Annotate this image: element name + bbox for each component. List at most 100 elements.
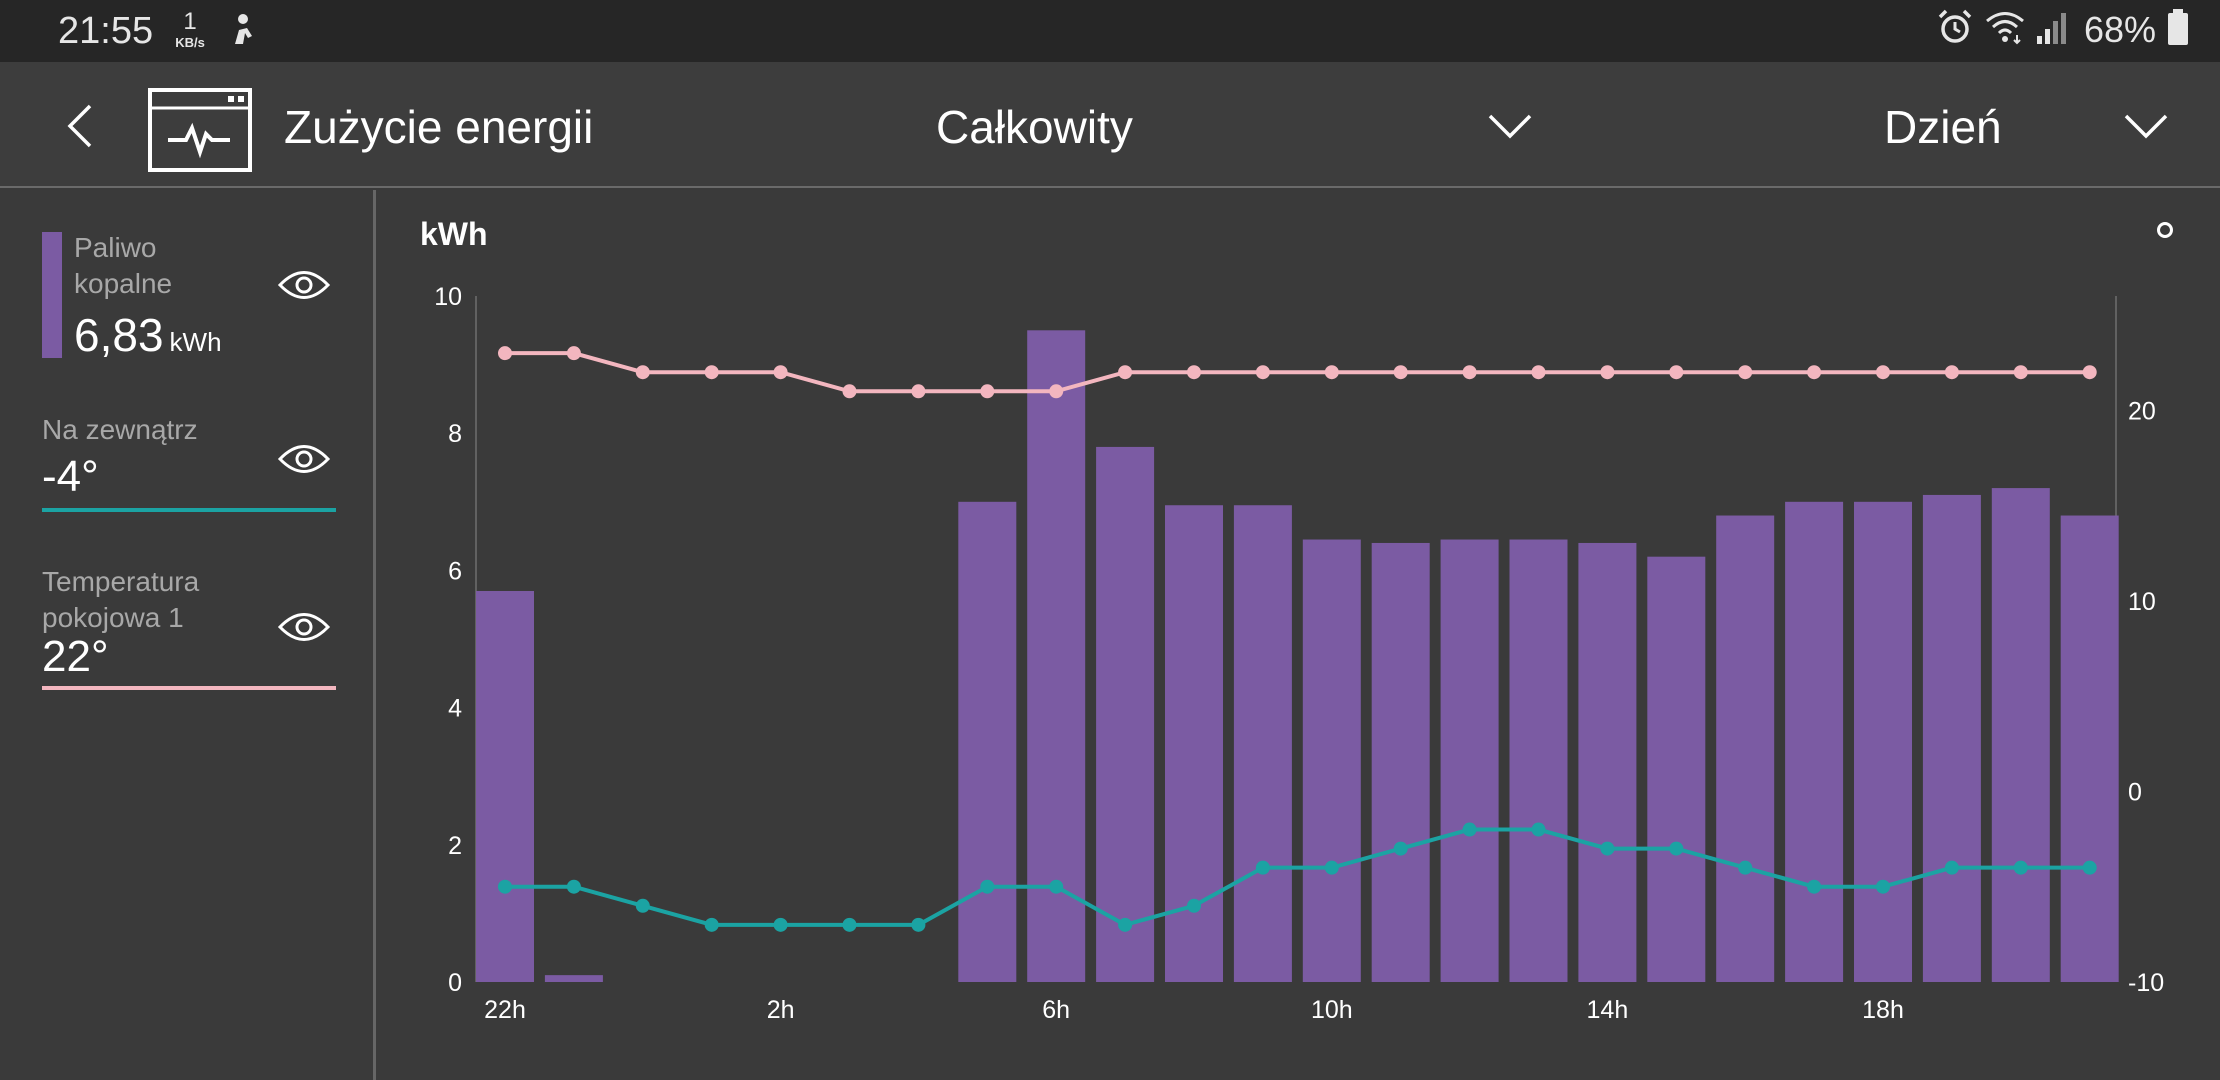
y-tick-label: 8 bbox=[448, 420, 462, 448]
chevron-down-icon bbox=[2124, 114, 2168, 139]
monitor-pulse-icon bbox=[148, 88, 252, 172]
legend-value-fuel: 6,83 kWh bbox=[74, 308, 222, 362]
series-point bbox=[635, 365, 650, 380]
series-point bbox=[498, 879, 512, 894]
y2-tick-label: 10 bbox=[2128, 588, 2156, 616]
series-point bbox=[498, 346, 512, 361]
series-point bbox=[1944, 365, 1959, 380]
bar bbox=[2060, 515, 2119, 982]
series-point bbox=[1600, 365, 1615, 380]
series-point bbox=[2082, 365, 2097, 380]
y2-tick-label: -10 bbox=[2128, 969, 2164, 997]
series-point bbox=[1876, 879, 1890, 894]
bar bbox=[1922, 494, 1981, 982]
x-tick-label: 6h bbox=[1042, 996, 1070, 1024]
bar bbox=[1647, 556, 1706, 982]
series-point bbox=[1876, 365, 1890, 380]
chevron-left-icon bbox=[67, 104, 92, 148]
series-point bbox=[1669, 365, 1684, 380]
series-point bbox=[2013, 860, 2028, 875]
series-point bbox=[1807, 365, 1822, 380]
series-point bbox=[1462, 822, 1477, 837]
series-point bbox=[1600, 841, 1615, 856]
legend-line-outside bbox=[42, 508, 336, 512]
alarm-icon bbox=[1936, 8, 1974, 51]
status-bar: 21:55 1 KB/s bbox=[0, 0, 2220, 62]
bar bbox=[1233, 505, 1292, 982]
series-point bbox=[911, 917, 926, 932]
series-point bbox=[704, 917, 719, 932]
eye-icon bbox=[277, 445, 331, 473]
legend-value-outside: -4° bbox=[42, 452, 99, 501]
bar bbox=[1027, 330, 1086, 982]
series-point bbox=[1738, 860, 1753, 875]
series-point bbox=[635, 898, 650, 913]
series-point bbox=[1255, 860, 1270, 875]
series-point bbox=[980, 879, 995, 894]
x-tick-label: 18h bbox=[1862, 996, 1904, 1024]
bar bbox=[544, 975, 603, 982]
legend-swatch-fuel bbox=[42, 232, 62, 358]
toggle-visibility-room[interactable] bbox=[277, 610, 331, 649]
bar bbox=[1302, 539, 1361, 982]
range-dropdown-chevron[interactable] bbox=[1488, 112, 1532, 142]
y-tick-label: 4 bbox=[448, 695, 462, 723]
series-point bbox=[1049, 384, 1064, 399]
network-rate-value: 1 bbox=[183, 8, 197, 35]
series-point bbox=[1531, 822, 1546, 837]
period-dropdown-chevron[interactable] bbox=[2124, 112, 2168, 142]
y-tick-label: 2 bbox=[448, 832, 462, 860]
x-tick-label: 22h bbox=[484, 996, 526, 1024]
series-point bbox=[1738, 365, 1753, 380]
bar bbox=[1096, 446, 1155, 982]
toggle-visibility-fuel[interactable] bbox=[277, 268, 331, 307]
series-point bbox=[1324, 860, 1339, 875]
series-point bbox=[1255, 365, 1270, 380]
legend-panel: Paliwo kopalne 6,83 kWh Na zewnątrz -4° T… bbox=[0, 190, 376, 1080]
series-point bbox=[1669, 841, 1684, 856]
back-button[interactable] bbox=[62, 104, 102, 148]
toggle-visibility-outside[interactable] bbox=[277, 442, 331, 481]
range-dropdown[interactable]: Całkowity bbox=[936, 101, 1133, 153]
legend-value-unit: kWh bbox=[169, 327, 222, 357]
series-point bbox=[1944, 860, 1959, 875]
series-point bbox=[1187, 365, 1201, 380]
y2-tick-label: 20 bbox=[2128, 397, 2156, 425]
network-rate-unit: KB/s bbox=[175, 35, 205, 50]
legend-label-fuel: Paliwo kopalne bbox=[74, 232, 173, 299]
x-tick-label: 14h bbox=[1587, 996, 1629, 1024]
series-point bbox=[2013, 365, 2028, 380]
legend-label-outside: Na zewnątrz bbox=[42, 414, 198, 445]
series-point bbox=[842, 384, 857, 399]
series-point bbox=[1393, 365, 1408, 380]
x-tick-label: 2h bbox=[767, 996, 795, 1024]
bar bbox=[1854, 501, 1912, 982]
series-point bbox=[566, 346, 581, 361]
bar bbox=[1785, 501, 1844, 982]
status-icons: 68% bbox=[1936, 8, 2190, 51]
y-axis-unit-label: kWh bbox=[420, 216, 488, 252]
page-title: Zużycie energii bbox=[284, 101, 594, 153]
legend-item-room: Temperatura pokojowa 1 22° bbox=[42, 564, 336, 694]
bar bbox=[1371, 542, 1430, 982]
y-tick-label: 0 bbox=[448, 969, 462, 997]
series-point bbox=[911, 384, 926, 399]
series-point bbox=[1393, 841, 1408, 856]
period-dropdown[interactable]: Dzień bbox=[1884, 101, 2002, 153]
bar bbox=[1991, 488, 2050, 982]
series-point bbox=[1531, 365, 1546, 380]
series-point bbox=[1118, 365, 1133, 380]
series-point bbox=[842, 917, 857, 932]
eye-icon bbox=[277, 613, 331, 641]
x-tick-label: 10h bbox=[1311, 996, 1353, 1024]
series-point bbox=[1187, 898, 1201, 913]
legend-item-outside: Na zewnątrz -4° bbox=[42, 412, 336, 516]
legend-line-room bbox=[42, 686, 336, 690]
chevron-down-icon bbox=[1488, 114, 1532, 139]
network-rate: 1 KB/s bbox=[170, 8, 210, 50]
series-point bbox=[773, 365, 788, 380]
series-point bbox=[1118, 917, 1133, 932]
series-point bbox=[980, 384, 995, 399]
chart-options-dot[interactable] bbox=[2157, 222, 2173, 238]
series-point bbox=[566, 879, 581, 894]
